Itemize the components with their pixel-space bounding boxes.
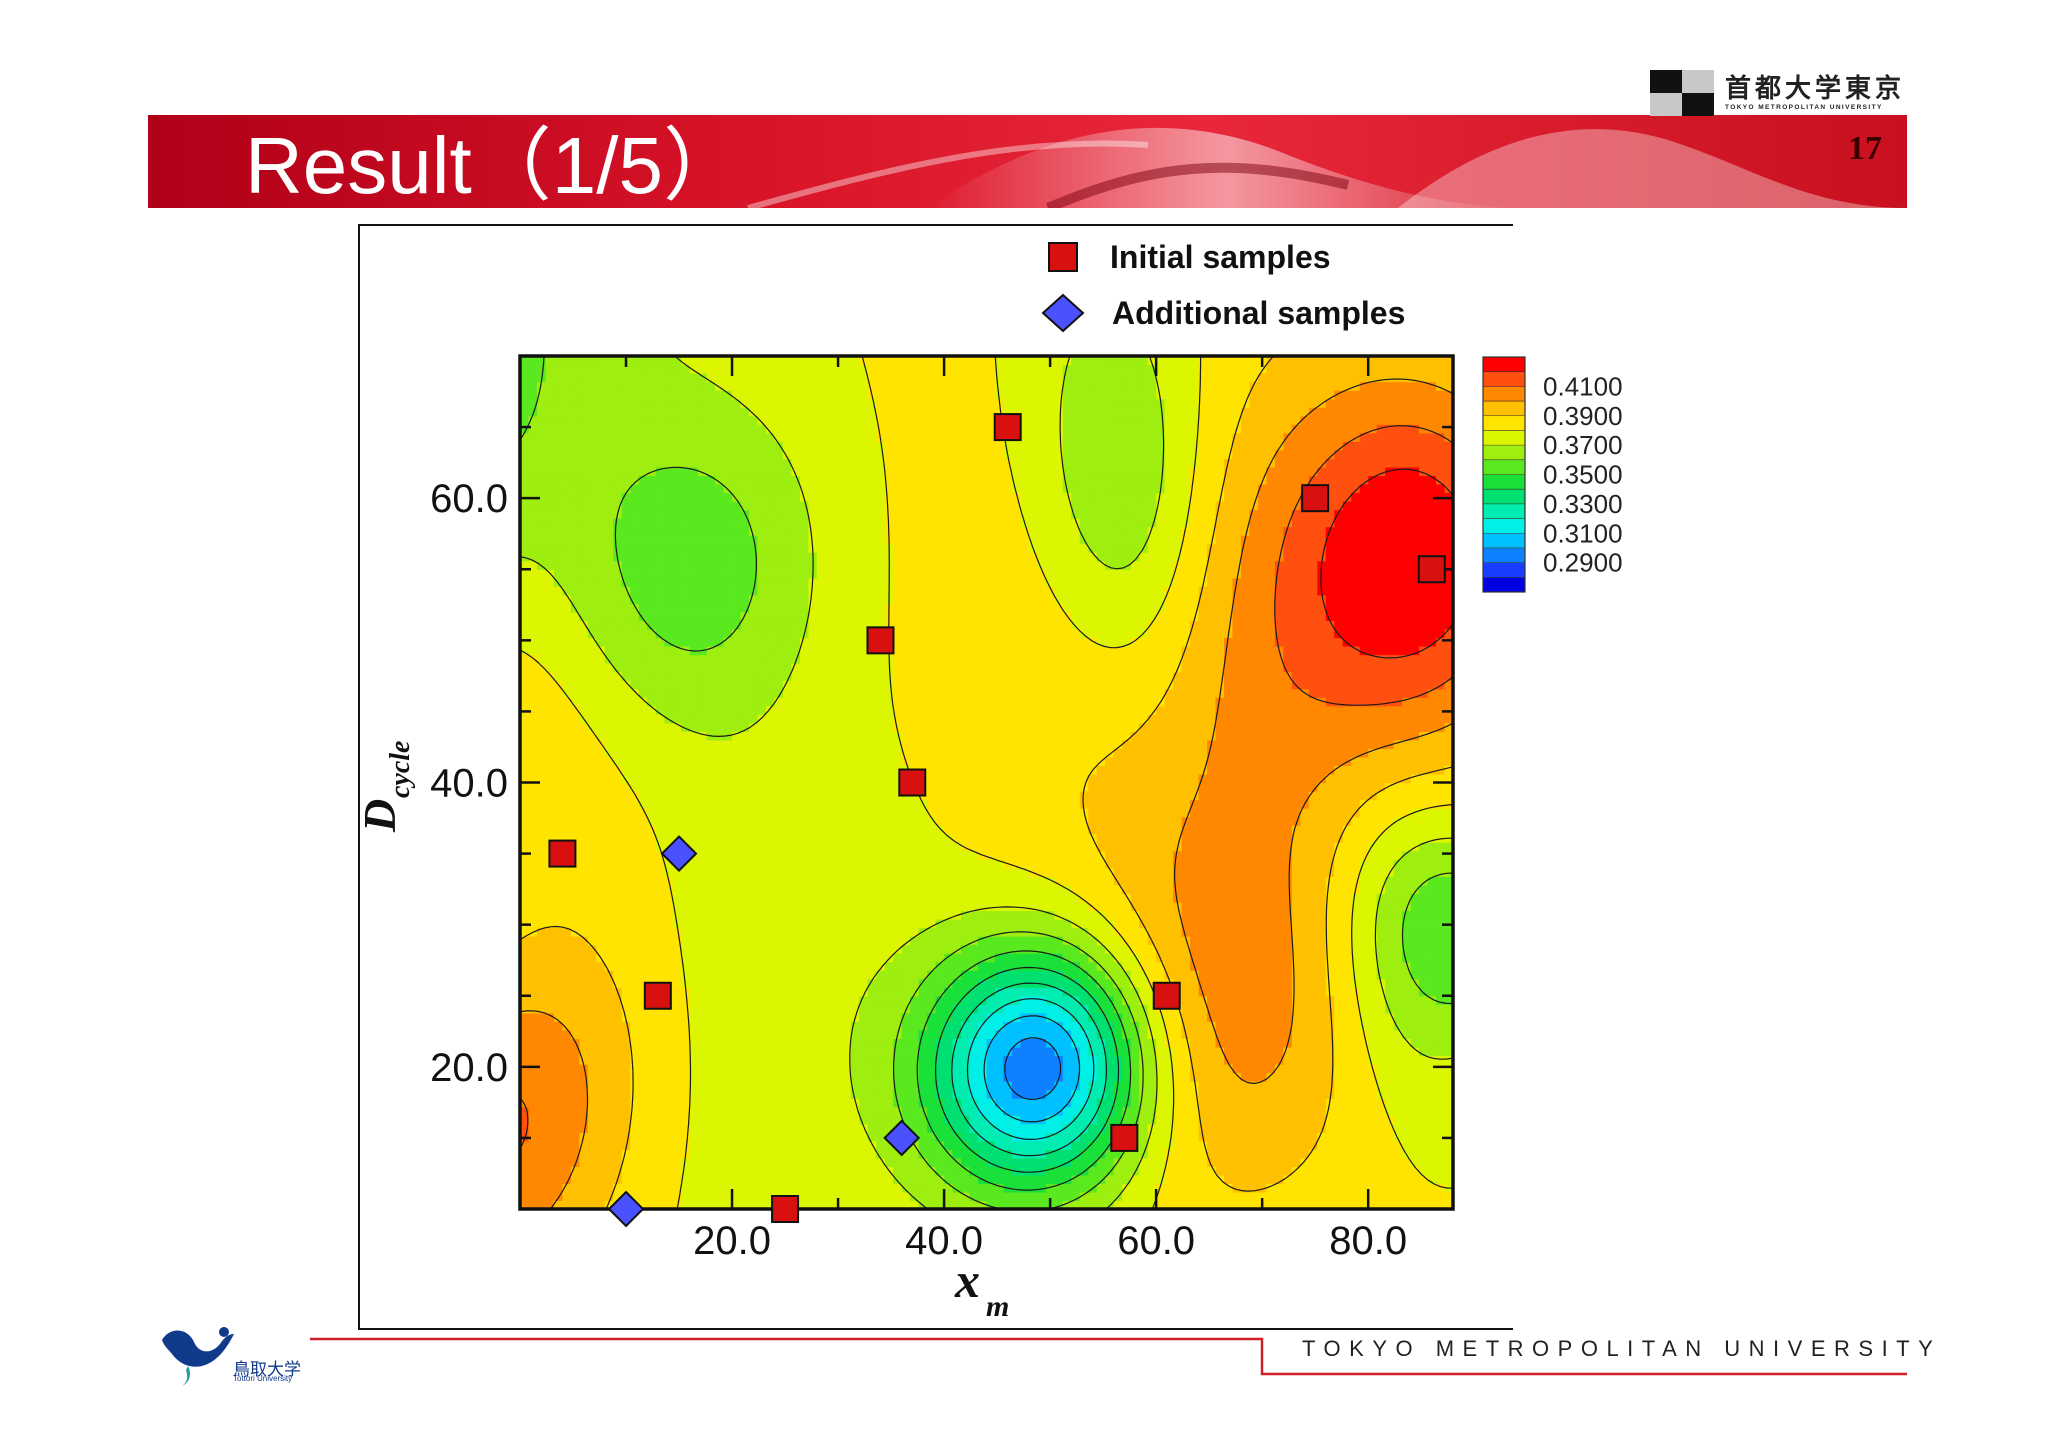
contour-field xyxy=(520,356,1453,1209)
colorbar-label: 0.2900 xyxy=(1543,548,1623,578)
footer-university-name: TOKYO METROPOLITAN UNIVERSITY xyxy=(1302,1336,1942,1361)
colorbar-band xyxy=(1483,518,1525,534)
sample-markers xyxy=(548,413,1446,1228)
colorbar-band xyxy=(1483,357,1525,373)
figure-frame xyxy=(358,224,1513,1330)
x-tick-label: 80.0 xyxy=(1329,1219,1407,1263)
x-axis-label-subscript: m xyxy=(986,1290,1009,1323)
contour-lines xyxy=(520,356,1453,1209)
tottori-logo-japanese: 鳥取大学 xyxy=(233,1360,301,1379)
tottori-logo-icon xyxy=(162,1327,234,1386)
tmu-logo-japanese: 首都大学東京 xyxy=(1725,73,1906,103)
colorbar-band xyxy=(1483,577,1525,593)
initial-sample-marker xyxy=(1152,981,1181,1010)
axis-tick-labels: 20.0 40.0 60.0 80.0 20.0 40.0 60.0 xyxy=(430,477,1407,1263)
colorbar-label: 0.3500 xyxy=(1543,460,1623,490)
colorbar-label: 0.3100 xyxy=(1543,518,1623,548)
initial-sample-marker xyxy=(548,839,577,868)
colorbar-band xyxy=(1483,562,1525,578)
slide-title: Result（1/5） xyxy=(245,121,743,210)
tmu-logo-english: TOKYO METROPOLITAN UNIVERSITY xyxy=(1725,104,1883,111)
colorbar-label: 0.3700 xyxy=(1543,430,1623,460)
colorbar-band xyxy=(1483,503,1525,520)
colorbar: 0.41000.39000.37000.35000.33000.31000.29… xyxy=(1482,356,1623,593)
x-tick-label: 60.0 xyxy=(1117,1219,1195,1263)
title-banner xyxy=(148,115,1907,208)
legend-marker-initial xyxy=(1048,242,1078,272)
contour-line xyxy=(951,982,1108,1157)
initial-sample-marker xyxy=(993,413,1022,442)
colorbar-band xyxy=(1483,459,1525,475)
initial-sample-marker xyxy=(1301,484,1330,513)
additional-sample-marker xyxy=(660,835,698,872)
contour-line xyxy=(520,356,1453,1209)
initial-sample-marker xyxy=(643,981,672,1010)
contour-line xyxy=(935,966,1120,1173)
colorbar-label: 0.4100 xyxy=(1543,371,1623,401)
contour-line xyxy=(1004,1037,1062,1100)
x-tick-label: 40.0 xyxy=(905,1219,983,1263)
tmu-checker-logo-icon xyxy=(1650,70,1714,116)
legend-label-initial: Initial samples xyxy=(1110,239,1331,275)
y-axis-label-subscript: cycle xyxy=(385,741,416,799)
initial-sample-marker xyxy=(771,1195,800,1223)
colorbar-label: 0.3300 xyxy=(1543,489,1623,519)
colorbar-band xyxy=(1483,386,1525,402)
colorbar-band xyxy=(1483,547,1525,564)
colorbar-label: 0.3900 xyxy=(1543,401,1623,431)
initial-sample-marker xyxy=(898,768,927,797)
contour-line xyxy=(966,998,1095,1140)
initial-sample-marker xyxy=(866,626,895,655)
y-tick-label: 40.0 xyxy=(430,762,508,806)
y-tick-label: 60.0 xyxy=(430,477,508,521)
contour-line xyxy=(983,1015,1081,1123)
colorbar-band xyxy=(1483,533,1525,549)
page-number: 17 xyxy=(1848,130,1882,167)
colorbar-band xyxy=(1483,489,1525,505)
colorbar-band xyxy=(1483,415,1525,431)
tottori-logo-english: Tottori University xyxy=(233,1374,293,1383)
colorbar-band xyxy=(1483,430,1525,446)
colorbar-band xyxy=(1483,445,1525,461)
y-axis-label: D xyxy=(354,799,405,833)
y-tick-label: 20.0 xyxy=(430,1046,508,1090)
additional-sample-marker xyxy=(883,1119,921,1157)
contour-line xyxy=(1320,468,1453,659)
x-tick-label: 20.0 xyxy=(693,1219,771,1263)
legend-label-additional: Additional samples xyxy=(1112,295,1405,331)
colorbar-band xyxy=(1483,371,1525,387)
colorbar-band xyxy=(1483,401,1525,417)
colorbar-frame xyxy=(1482,356,1526,593)
additional-sample-marker xyxy=(607,1190,645,1228)
initial-sample-marker xyxy=(1110,1123,1139,1152)
colorbar-band xyxy=(1483,474,1525,490)
legend-marker-additional xyxy=(1041,293,1085,333)
x-axis-label: x xyxy=(954,1252,980,1308)
initial-sample-marker xyxy=(1417,555,1446,584)
contour-line xyxy=(520,356,1453,1209)
